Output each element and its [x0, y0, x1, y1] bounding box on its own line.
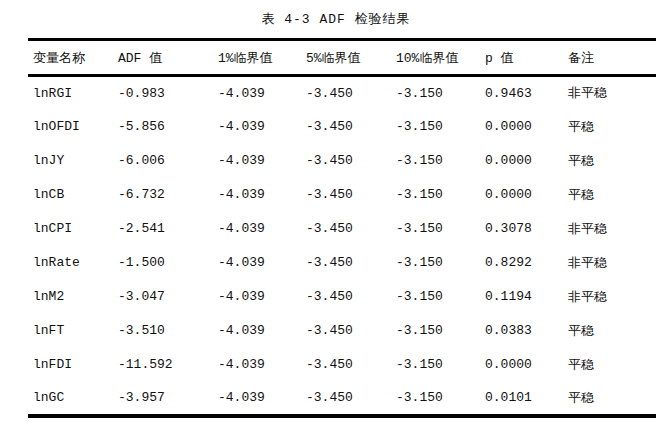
table-cell: lnM2: [28, 280, 113, 314]
table-cell: -3.450: [301, 382, 391, 416]
table-row: lnCB-6.732-4.039-3.450-3.1500.0000平稳: [28, 178, 656, 212]
column-header: 变量名称: [28, 40, 113, 76]
table-cell: -3.150: [391, 280, 480, 314]
table-cell: lnCB: [28, 178, 113, 212]
page-title: 表 4-3 ADF 检验结果: [0, 10, 672, 28]
table-cell: 平稳: [563, 178, 656, 212]
table-cell: 非平稳: [563, 246, 656, 280]
table-cell: -3.150: [391, 348, 480, 382]
table-cell: -3.150: [391, 110, 480, 144]
column-header: 备注: [563, 40, 656, 76]
table-cell: 0.0000: [480, 348, 563, 382]
table-cell: 平稳: [563, 144, 656, 178]
table-cell: -3.510: [113, 314, 213, 348]
table-cell: -4.039: [213, 178, 301, 212]
table-cell: -3.450: [301, 76, 391, 110]
table-cell: -4.039: [213, 212, 301, 246]
table-cell: 0.0000: [480, 110, 563, 144]
table-cell: 平稳: [563, 314, 656, 348]
column-header: p 值: [480, 40, 563, 76]
table-cell: -4.039: [213, 314, 301, 348]
table-cell: -3.450: [301, 144, 391, 178]
table-row: lnGC-3.957-4.039-3.450-3.1500.0101平稳: [28, 382, 656, 416]
table-cell: -3.150: [391, 212, 480, 246]
table-cell: lnFT: [28, 314, 113, 348]
table-cell: -6.006: [113, 144, 213, 178]
table-cell: -3.150: [391, 314, 480, 348]
table-cell: -3.450: [301, 110, 391, 144]
table-row: lnM2-3.047-4.039-3.450-3.1500.1194非平稳: [28, 280, 656, 314]
table-cell: 平稳: [563, 382, 656, 416]
table-cell: -3.150: [391, 76, 480, 110]
adf-results-table: 变量名称ADF 值1%临界值5%临界值10%临界值p 值备注 lnRGI-0.9…: [28, 38, 656, 418]
table-cell: -3.450: [301, 280, 391, 314]
table-cell: 平稳: [563, 348, 656, 382]
table-cell: 0.0101: [480, 382, 563, 416]
table-cell: -3.450: [301, 178, 391, 212]
table-cell: 0.8292: [480, 246, 563, 280]
table-cell: -3.450: [301, 314, 391, 348]
table-cell: -3.450: [301, 246, 391, 280]
table-cell: -4.039: [213, 110, 301, 144]
column-header: 5%临界值: [301, 40, 391, 76]
table-cell: lnFDI: [28, 348, 113, 382]
table-cell: -3.150: [391, 382, 480, 416]
table-cell: 非平稳: [563, 280, 656, 314]
table-cell: lnCPI: [28, 212, 113, 246]
table-cell: -4.039: [213, 348, 301, 382]
table-cell: lnRGI: [28, 76, 113, 110]
table-row: lnRGI-0.983-4.039-3.450-3.1500.9463非平稳: [28, 76, 656, 110]
table-body: lnRGI-0.983-4.039-3.450-3.1500.9463非平稳ln…: [28, 76, 656, 416]
table-row: lnFT-3.510-4.039-3.450-3.1500.0383平稳: [28, 314, 656, 348]
table-cell: -3.450: [301, 348, 391, 382]
table-cell: 0.0383: [480, 314, 563, 348]
table-cell: lnRate: [28, 246, 113, 280]
table-cell: -4.039: [213, 144, 301, 178]
table-row: lnFDI-11.592-4.039-3.450-3.1500.0000平稳: [28, 348, 656, 382]
table-row: lnOFDI-5.856-4.039-3.450-3.1500.0000平稳: [28, 110, 656, 144]
table-cell: 0.9463: [480, 76, 563, 110]
table-cell: -4.039: [213, 280, 301, 314]
table-cell: -1.500: [113, 246, 213, 280]
table-cell: -3.150: [391, 178, 480, 212]
column-header: ADF 值: [113, 40, 213, 76]
table-header-row: 变量名称ADF 值1%临界值5%临界值10%临界值p 值备注: [28, 40, 656, 76]
table-cell: lnGC: [28, 382, 113, 416]
table-cell: 平稳: [563, 110, 656, 144]
table-cell: 非平稳: [563, 212, 656, 246]
table-cell: -3.150: [391, 246, 480, 280]
table-cell: 非平稳: [563, 76, 656, 110]
table-cell: -3.450: [301, 212, 391, 246]
table-row: lnRate-1.500-4.039-3.450-3.1500.8292非平稳: [28, 246, 656, 280]
table-cell: -4.039: [213, 246, 301, 280]
table-cell: 0.3078: [480, 212, 563, 246]
column-header: 10%临界值: [391, 40, 480, 76]
table-cell: 0.1194: [480, 280, 563, 314]
table-cell: -3.957: [113, 382, 213, 416]
table-cell: -3.047: [113, 280, 213, 314]
table-cell: -4.039: [213, 382, 301, 416]
column-header: 1%临界值: [213, 40, 301, 76]
table-row: lnCPI-2.541-4.039-3.450-3.1500.3078非平稳: [28, 212, 656, 246]
table-cell: -0.983: [113, 76, 213, 110]
table-cell: lnJY: [28, 144, 113, 178]
table-cell: -4.039: [213, 76, 301, 110]
table-cell: lnOFDI: [28, 110, 113, 144]
table-cell: -2.541: [113, 212, 213, 246]
table-cell: -11.592: [113, 348, 213, 382]
table-cell: 0.0000: [480, 144, 563, 178]
table-cell: -6.732: [113, 178, 213, 212]
table-cell: -3.150: [391, 144, 480, 178]
table-cell: 0.0000: [480, 178, 563, 212]
table-row: lnJY-6.006-4.039-3.450-3.1500.0000平稳: [28, 144, 656, 178]
table-cell: -5.856: [113, 110, 213, 144]
